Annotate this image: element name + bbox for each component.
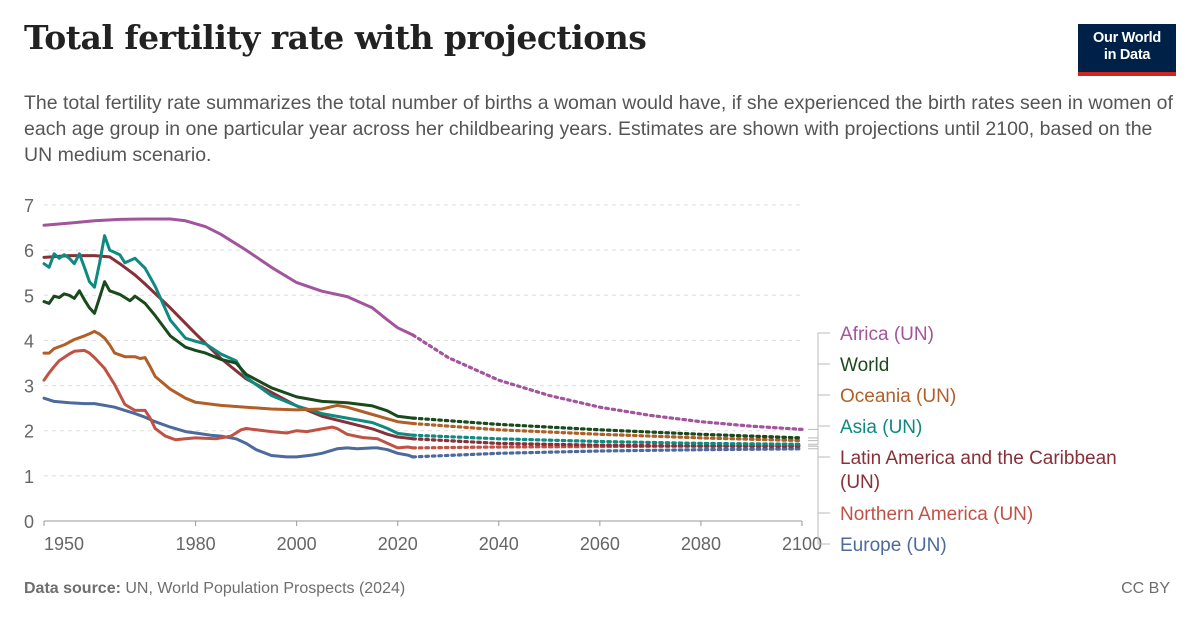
chart-title: Total fertility rate with projections	[24, 18, 647, 57]
gridlines	[44, 204, 802, 477]
legend-label: Oceania (UN)	[840, 386, 956, 407]
logo-text: Our World in Data	[1078, 24, 1176, 64]
series-line	[42, 280, 415, 420]
chart-subtitle: The total fertility rate summarizes the …	[24, 92, 1173, 166]
logo-accent-bar	[1078, 72, 1176, 76]
series-line	[42, 396, 415, 459]
series-lines	[42, 217, 804, 459]
y-axis: 0 1 2 3 4 5 6 7	[24, 196, 34, 532]
y-tick-label: 1	[24, 467, 34, 487]
y-tick-label: 4	[24, 331, 34, 351]
legend-label: World	[840, 355, 889, 376]
x-tick-label: 2100	[782, 534, 822, 554]
legend-label: Northern America (UN)	[840, 504, 1033, 525]
y-tick-label: 5	[24, 286, 34, 306]
x-tick-label: 2040	[479, 534, 519, 554]
legend-label: Latin America and the Caribbean	[840, 448, 1117, 469]
series-projection-line	[411, 421, 804, 443]
y-tick-label: 0	[24, 512, 34, 532]
legend-connector	[808, 445, 830, 458]
source-label: Data source:	[24, 580, 121, 597]
source-text: UN, World Population Prospects (2024)	[120, 580, 406, 597]
x-tick-label: 2080	[681, 534, 721, 554]
y-tick-label: 7	[24, 196, 34, 216]
x-tick-label: 1980	[176, 534, 216, 554]
legend-label: Europe (UN)	[840, 535, 947, 556]
legend-connector	[808, 448, 830, 545]
y-tick-label: 2	[24, 422, 34, 442]
series-line	[42, 329, 415, 425]
x-tick-label: 2000	[277, 534, 317, 554]
x-tick-label: 2060	[580, 534, 620, 554]
legend-label: Asia (UN)	[840, 417, 922, 438]
owid-logo[interactable]: Our World in Data	[1078, 24, 1176, 76]
legend-connector	[808, 394, 830, 442]
legend-connector	[808, 363, 830, 439]
y-tick-label: 6	[24, 241, 34, 261]
legend-label-continued: (UN)	[840, 472, 880, 493]
series-projection-line	[411, 333, 804, 431]
legend-connector	[808, 445, 830, 514]
legend-connector	[808, 332, 830, 430]
series-line	[42, 217, 415, 337]
y-tick-label: 3	[24, 377, 34, 397]
series-projection-line	[411, 416, 804, 440]
legend: Africa (UN) World Oceania (UN) Asia (UN) Lat…	[808, 324, 1117, 556]
series-projection-line	[411, 437, 804, 448]
x-tick-label: 2020	[378, 534, 418, 554]
series-projection-line	[411, 433, 804, 446]
series-projection-line	[411, 447, 804, 459]
logo-line-2: in Data	[1103, 47, 1151, 63]
x-tick-label: 1950	[44, 534, 84, 554]
license-link[interactable]: CC BY	[1121, 580, 1170, 597]
legend-label: Africa (UN)	[840, 324, 934, 345]
x-axis: 1950 1980 2000 2020 2040 2060 2080 2100	[43, 520, 822, 554]
series-line	[42, 348, 415, 450]
data-source: Data source: UN, World Population Prospe…	[24, 580, 405, 598]
logo-line-1: Our World	[1093, 30, 1161, 46]
legend-connector	[808, 425, 830, 445]
